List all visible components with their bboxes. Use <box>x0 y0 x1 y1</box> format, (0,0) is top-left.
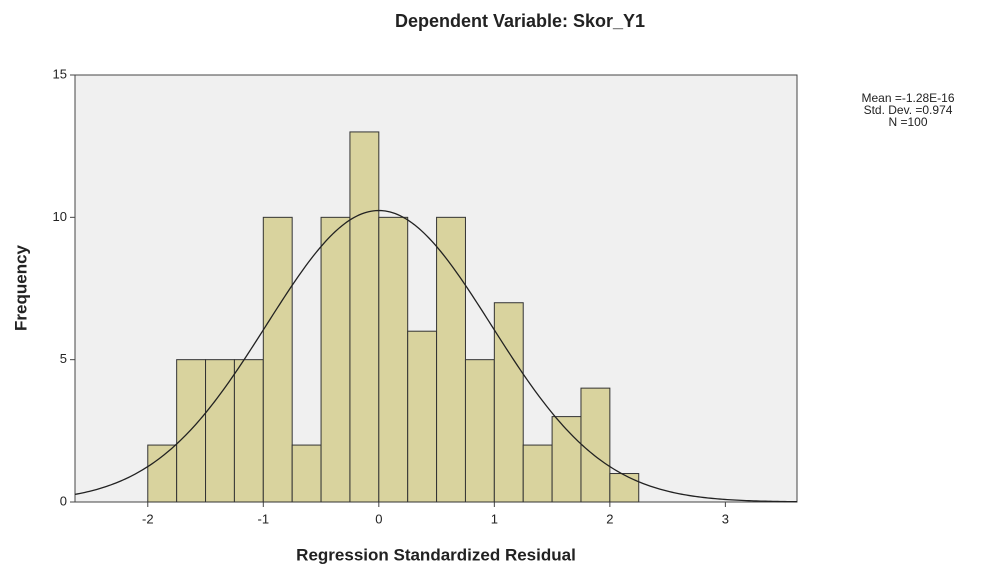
bar <box>580 387 611 503</box>
bar <box>464 359 495 503</box>
stat-label: N =100 <box>888 115 927 129</box>
bar <box>436 216 466 503</box>
bar <box>407 330 438 503</box>
y-tick-label: 5 <box>60 351 67 366</box>
stat-label: Std. Dev. =0.974 <box>864 103 953 117</box>
x-tick-label: 3 <box>722 511 729 526</box>
y-tick-label: 15 <box>53 66 67 81</box>
bar <box>609 473 640 503</box>
y-tick-label: 0 <box>60 493 67 508</box>
bar <box>205 359 235 503</box>
x-axis-title: Regression Standardized Residual <box>296 545 576 564</box>
x-tick-label: -1 <box>258 511 270 526</box>
x-tick-label: 2 <box>606 511 613 526</box>
stat-label: Mean =-1.28E-16 <box>861 91 954 105</box>
x-tick-label: 0 <box>375 511 382 526</box>
normal-curve <box>74 209 798 503</box>
bar <box>320 216 351 503</box>
bar <box>176 359 207 503</box>
bar <box>522 444 553 503</box>
bar <box>147 444 178 503</box>
bar <box>493 302 524 503</box>
x-tick-label: 1 <box>491 511 498 526</box>
bar <box>378 216 409 503</box>
bar <box>262 216 293 503</box>
chart-title: Dependent Variable: Skor_Y1 <box>395 11 645 31</box>
y-tick-label: 10 <box>53 209 67 224</box>
bar <box>291 444 322 503</box>
y-axis-title: Frequency <box>11 244 30 331</box>
bar <box>551 416 582 503</box>
bar <box>349 131 380 503</box>
bar <box>233 359 264 503</box>
x-tick-label: -2 <box>142 511 154 526</box>
